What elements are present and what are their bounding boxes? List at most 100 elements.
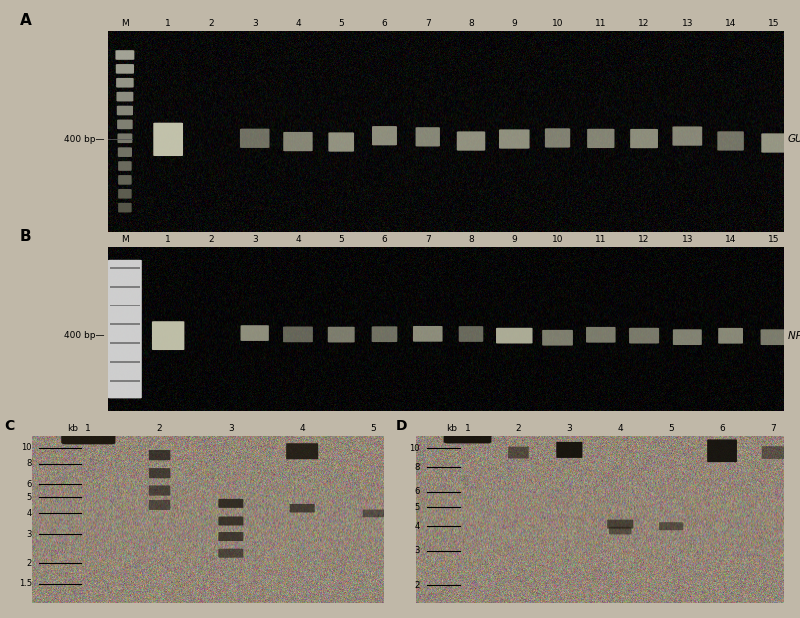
FancyBboxPatch shape <box>761 329 787 345</box>
FancyBboxPatch shape <box>413 326 442 342</box>
Text: 3: 3 <box>414 546 420 555</box>
FancyBboxPatch shape <box>117 119 133 129</box>
FancyBboxPatch shape <box>110 380 140 382</box>
FancyBboxPatch shape <box>110 361 140 363</box>
FancyBboxPatch shape <box>108 260 142 399</box>
FancyBboxPatch shape <box>586 327 615 342</box>
FancyBboxPatch shape <box>659 522 683 530</box>
Text: 7: 7 <box>425 19 430 28</box>
Text: 11: 11 <box>595 19 606 28</box>
Text: 10: 10 <box>552 235 563 244</box>
Text: 4: 4 <box>26 509 32 518</box>
Text: M: M <box>121 19 129 28</box>
Text: 1: 1 <box>166 19 171 28</box>
Text: 4: 4 <box>295 19 301 28</box>
Text: 2: 2 <box>209 19 214 28</box>
Text: 6: 6 <box>719 423 725 433</box>
Text: 1.5: 1.5 <box>19 580 32 588</box>
Text: A: A <box>20 13 32 28</box>
Text: 3: 3 <box>26 530 32 539</box>
Text: 8: 8 <box>26 459 32 468</box>
FancyBboxPatch shape <box>241 325 269 341</box>
FancyBboxPatch shape <box>545 129 570 148</box>
Text: 14: 14 <box>725 235 736 244</box>
Text: 4: 4 <box>618 423 623 433</box>
Text: 1: 1 <box>86 423 91 433</box>
FancyBboxPatch shape <box>118 147 132 157</box>
FancyBboxPatch shape <box>372 326 398 342</box>
FancyBboxPatch shape <box>110 305 140 307</box>
FancyBboxPatch shape <box>283 132 313 151</box>
FancyBboxPatch shape <box>115 50 134 60</box>
FancyBboxPatch shape <box>218 517 243 525</box>
FancyBboxPatch shape <box>609 527 631 535</box>
Text: 400 bp—: 400 bp— <box>63 331 104 340</box>
FancyBboxPatch shape <box>496 328 533 344</box>
Text: 11: 11 <box>595 235 606 244</box>
Text: M: M <box>121 235 129 244</box>
FancyBboxPatch shape <box>218 549 243 557</box>
Text: 2: 2 <box>516 423 522 433</box>
FancyBboxPatch shape <box>118 189 132 198</box>
FancyBboxPatch shape <box>149 485 170 496</box>
FancyBboxPatch shape <box>117 92 134 101</box>
FancyBboxPatch shape <box>62 404 115 444</box>
Text: 5: 5 <box>338 235 344 244</box>
Text: 5: 5 <box>26 493 32 502</box>
Text: 12: 12 <box>638 19 650 28</box>
FancyBboxPatch shape <box>154 123 183 156</box>
FancyBboxPatch shape <box>673 127 702 146</box>
FancyBboxPatch shape <box>118 161 132 171</box>
Text: GUS: GUS <box>788 134 800 145</box>
Text: kb: kb <box>446 423 457 433</box>
FancyBboxPatch shape <box>762 446 784 459</box>
Text: 2: 2 <box>209 235 214 244</box>
Text: 8: 8 <box>468 235 474 244</box>
FancyBboxPatch shape <box>718 328 743 344</box>
Text: 10: 10 <box>409 444 420 453</box>
Text: 6: 6 <box>382 235 387 244</box>
FancyBboxPatch shape <box>673 329 702 345</box>
FancyBboxPatch shape <box>240 129 270 148</box>
FancyBboxPatch shape <box>110 342 140 344</box>
Text: C: C <box>4 418 14 433</box>
FancyBboxPatch shape <box>328 327 354 342</box>
FancyBboxPatch shape <box>149 468 170 478</box>
FancyBboxPatch shape <box>328 132 354 151</box>
FancyBboxPatch shape <box>508 447 529 459</box>
FancyBboxPatch shape <box>290 504 314 512</box>
Text: 6: 6 <box>26 480 32 489</box>
FancyBboxPatch shape <box>607 520 634 528</box>
Text: 15: 15 <box>768 235 780 244</box>
Text: 4: 4 <box>295 235 301 244</box>
Text: 5: 5 <box>414 502 420 512</box>
FancyBboxPatch shape <box>762 133 786 153</box>
Text: D: D <box>396 418 407 433</box>
Text: 12: 12 <box>638 235 650 244</box>
FancyBboxPatch shape <box>118 175 132 185</box>
FancyBboxPatch shape <box>283 326 313 342</box>
FancyBboxPatch shape <box>116 78 134 88</box>
FancyBboxPatch shape <box>110 286 140 287</box>
FancyBboxPatch shape <box>149 500 170 510</box>
FancyBboxPatch shape <box>458 326 483 342</box>
FancyBboxPatch shape <box>556 442 582 458</box>
Text: 6: 6 <box>382 19 387 28</box>
Text: 5: 5 <box>338 19 344 28</box>
Text: 3: 3 <box>566 423 572 433</box>
Text: 2: 2 <box>157 423 162 433</box>
FancyBboxPatch shape <box>218 499 243 508</box>
Text: 1: 1 <box>465 423 470 433</box>
FancyBboxPatch shape <box>218 532 243 541</box>
Text: 15: 15 <box>768 19 780 28</box>
FancyBboxPatch shape <box>116 64 134 74</box>
Text: 6: 6 <box>414 487 420 496</box>
FancyBboxPatch shape <box>149 450 170 460</box>
FancyBboxPatch shape <box>117 106 133 116</box>
FancyBboxPatch shape <box>718 131 744 151</box>
Text: 3: 3 <box>228 423 234 433</box>
Text: 10: 10 <box>552 19 563 28</box>
Text: 10: 10 <box>22 443 32 452</box>
FancyBboxPatch shape <box>118 203 132 213</box>
FancyBboxPatch shape <box>443 410 491 443</box>
